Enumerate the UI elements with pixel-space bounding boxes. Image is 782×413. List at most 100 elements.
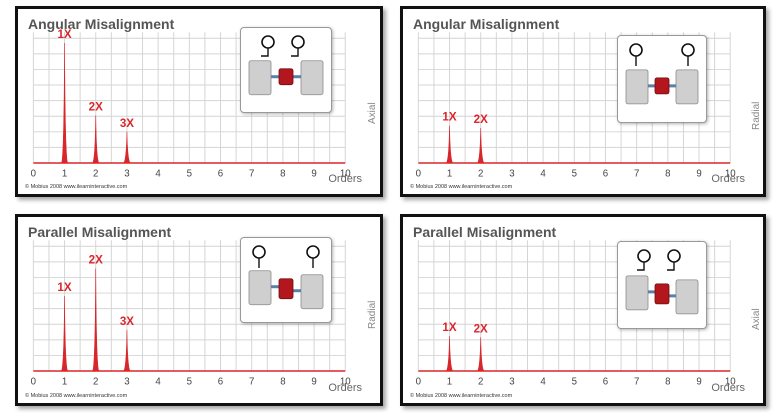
peak-label: 3X [120, 315, 134, 328]
sensor-diagram-inset [240, 237, 332, 323]
right-machine [300, 60, 324, 96]
coupling [278, 68, 294, 86]
x-tick-label: 7 [634, 377, 639, 388]
x-tick-label: 7 [634, 169, 639, 180]
chart-area-2: 0 1 2 3 4 5 6 7 8 9 10 1X 2X [416, 32, 736, 180]
measurement-direction-label: Radial [751, 101, 762, 130]
spectrum-peak [445, 125, 454, 164]
coupling [278, 278, 294, 300]
copyright-credit: © Mobius 2008 www.ilearninteractive.com [25, 393, 128, 399]
x-tick-label: 1 [447, 377, 452, 388]
spectrum-peak [60, 43, 69, 164]
x-tick-label: 8 [280, 377, 285, 388]
x-tick-label: 0 [416, 377, 421, 388]
sensor-icon [629, 43, 643, 57]
chart-area-4: 0 1 2 3 4 5 6 7 8 9 10 1X 2X [416, 240, 736, 388]
sensor-diagram-inset [617, 241, 707, 329]
x-tick-label: 5 [187, 169, 192, 180]
sensor-diagram-inset [617, 35, 707, 123]
x-tick-label: 0 [31, 169, 36, 180]
x-tick-label: 7 [249, 377, 254, 388]
measurement-direction-label: Axial [751, 308, 762, 330]
x-tick-label: 9 [696, 377, 701, 388]
x-tick-label: 5 [572, 377, 577, 388]
chart-title: Angular Misalignment [413, 16, 560, 32]
misalignment-diagram-icon [625, 249, 699, 315]
x-axis-label: Orders [328, 382, 362, 394]
sensor-icon [667, 249, 681, 263]
x-axis-label: Orders [711, 382, 745, 394]
x-axis-label: Orders [328, 173, 362, 185]
sensor-mount-icon [667, 262, 675, 271]
right-machine [300, 274, 324, 310]
x-tick-label: 8 [280, 169, 285, 180]
sensor-mount-icon [637, 262, 645, 271]
measurement-direction-label: Radial [367, 300, 378, 329]
sensor-icon [252, 245, 266, 259]
spectrum-peak [477, 128, 485, 164]
x-tick-label: 2 [93, 169, 98, 180]
x-tick-label: 6 [603, 377, 608, 388]
spectrum-peak [92, 115, 100, 164]
spectrum-peak [123, 329, 131, 372]
x-tick-label: 1 [62, 377, 67, 388]
x-tick-label: 8 [665, 377, 670, 388]
x-tick-label: 4 [155, 169, 161, 180]
sensor-icon [291, 35, 305, 49]
spectrum-peak [445, 336, 454, 372]
x-tick-label: 1 [62, 169, 67, 180]
spectrum-peak [123, 131, 131, 164]
spectrum-peak [92, 268, 100, 372]
x-tick-label: 9 [696, 169, 701, 180]
peak-label: 1X [442, 321, 456, 334]
peak-label: 2X [474, 113, 488, 126]
copyright-credit: © Mobius 2008 www.ilearninteractive.com [410, 393, 513, 399]
x-tick-label: 3 [124, 377, 129, 388]
sensor-icon [681, 43, 695, 57]
left-machine [625, 69, 649, 105]
sensor-mount-icon [261, 48, 269, 57]
x-tick-label: 4 [155, 377, 161, 388]
x-tick-label: 6 [218, 169, 223, 180]
peak-label: 1X [57, 281, 71, 294]
right-machine [675, 69, 699, 105]
sensor-icon [306, 245, 320, 259]
chart-area-3: 0 1 2 3 4 5 6 7 8 9 10 1X 2X 3X [31, 240, 351, 388]
chart-panel-3: 0 1 2 3 4 5 6 7 8 9 10 1X 2X 3X Parallel Misalignment… [15, 214, 383, 406]
left-machine [625, 275, 649, 311]
peak-label: 2X [89, 254, 103, 267]
x-tick-label: 9 [311, 377, 316, 388]
x-tick-label: 10 [340, 377, 351, 388]
chart-panel-1: 0 1 2 3 4 5 6 7 8 9 10 1X 2X 3X Angular Misalignment … [15, 6, 383, 197]
x-tick-label: 0 [416, 169, 421, 180]
x-tick-label: 3 [509, 377, 514, 388]
x-tick-label: 6 [603, 169, 608, 180]
sensor-mount-icon [291, 48, 299, 57]
x-tick-label: 4 [540, 377, 546, 388]
left-machine [248, 60, 272, 96]
copyright-credit: © Mobius 2008 www.ilearninteractive.com [25, 184, 128, 190]
spectrum-peak [60, 296, 69, 372]
x-tick-label: 10 [340, 169, 351, 180]
x-tick-label: 5 [572, 169, 577, 180]
x-tick-label: 2 [478, 169, 483, 180]
chart-panel-4: 0 1 2 3 4 5 6 7 8 9 10 1X 2X Parallel Misalignment A… [400, 214, 766, 406]
sensor-icon [637, 249, 651, 263]
x-tick-label: 4 [540, 169, 546, 180]
measurement-direction-label: Axial [367, 102, 378, 124]
x-axis-label: Orders [711, 173, 745, 185]
sensor-icon [261, 35, 275, 49]
x-tick-label: 2 [478, 377, 483, 388]
x-tick-label: 0 [31, 377, 36, 388]
chart-panel-2: 0 1 2 3 4 5 6 7 8 9 10 1X 2X Angular Misalignment Ra… [400, 6, 766, 197]
x-tick-label: 7 [249, 169, 254, 180]
x-tick-label: 3 [509, 169, 514, 180]
left-machine [248, 270, 272, 306]
right-machine [675, 279, 699, 315]
chart-title: Angular Misalignment [28, 16, 175, 32]
coupling [654, 283, 670, 305]
x-tick-label: 10 [725, 377, 736, 388]
chart-title: Parallel Misalignment [413, 224, 557, 240]
x-tick-label: 1 [447, 169, 452, 180]
coupling [654, 77, 670, 95]
